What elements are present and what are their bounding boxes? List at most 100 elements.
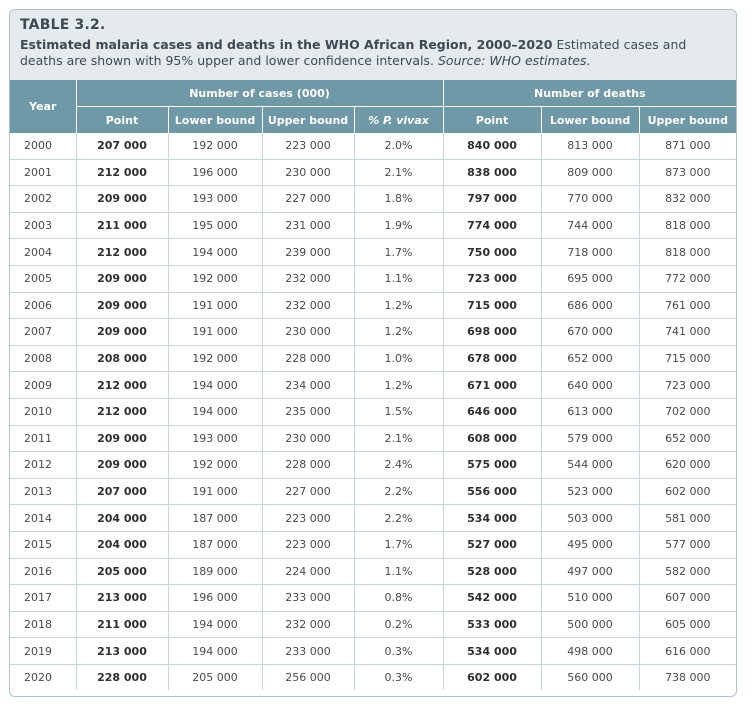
header-death-upper: Upper bound [639, 106, 736, 133]
case-upper-cell: 232 000 [262, 611, 355, 639]
table-label: TABLE 3.2. [20, 17, 106, 33]
case-point-cell: 208 000 [76, 345, 169, 373]
death-lower-cell: 640 000 [541, 371, 640, 399]
case-upper-cell: 230 000 [262, 159, 355, 187]
case-point-cell: 211 000 [76, 212, 169, 240]
case-point-cell: 209 000 [76, 265, 169, 293]
table-row: 2004 212 000 194 000 239 000 1.7% 750 000 718 … [10, 238, 736, 266]
case-lower-cell: 196 000 [168, 159, 263, 187]
death-lower-cell: 718 000 [541, 238, 640, 266]
death-upper-cell: 607 000 [639, 584, 736, 612]
death-upper-cell: 702 000 [639, 398, 736, 426]
case-lower-cell: 194 000 [168, 637, 263, 665]
death-point-cell: 838 000 [443, 159, 542, 187]
year-cell: 2011 [10, 425, 77, 453]
vivax-cell: 2.1% [354, 159, 444, 187]
death-point-cell: 528 000 [443, 558, 542, 586]
year-cell: 2001 [10, 159, 77, 187]
table-row: 2001 212 000 196 000 230 000 2.1% 838 000 809 … [10, 159, 736, 187]
case-lower-cell: 187 000 [168, 531, 263, 559]
case-lower-cell: 195 000 [168, 212, 263, 240]
header-case-upper: Upper bound [262, 106, 355, 133]
case-point-cell: 204 000 [76, 531, 169, 559]
death-point-cell: 678 000 [443, 345, 542, 373]
case-upper-cell: 231 000 [262, 212, 355, 240]
case-lower-cell: 192 000 [168, 265, 263, 293]
vivax-cell: 1.8% [354, 185, 444, 213]
year-cell: 2015 [10, 531, 77, 559]
year-cell: 2003 [10, 212, 77, 240]
death-lower-cell: 495 000 [541, 531, 640, 559]
death-point-cell: 698 000 [443, 318, 542, 346]
case-upper-cell: 223 000 [262, 531, 355, 559]
header-case-lower: Lower bound [168, 106, 263, 133]
case-point-cell: 213 000 [76, 584, 169, 612]
death-upper-cell: 761 000 [639, 292, 736, 320]
year-cell: 2002 [10, 185, 77, 213]
year-cell: 2014 [10, 504, 77, 532]
death-lower-cell: 813 000 [541, 133, 640, 160]
year-cell: 2010 [10, 398, 77, 426]
case-lower-cell: 194 000 [168, 398, 263, 426]
case-upper-cell: 232 000 [262, 292, 355, 320]
case-point-cell: 212 000 [76, 371, 169, 399]
vivax-cell: 1.7% [354, 238, 444, 266]
vivax-cell: 2.1% [354, 425, 444, 453]
case-upper-cell: 256 000 [262, 664, 355, 691]
death-point-cell: 534 000 [443, 504, 542, 532]
table-row: 2018 211 000 194 000 232 000 0.2% 533 000 500 … [10, 611, 736, 639]
death-upper-cell: 723 000 [639, 371, 736, 399]
case-lower-cell: 196 000 [168, 584, 263, 612]
year-cell: 2016 [10, 558, 77, 586]
case-point-cell: 204 000 [76, 504, 169, 532]
vivax-cell: 1.2% [354, 318, 444, 346]
table-row: 2005 209 000 192 000 232 000 1.1% 723 000 695 … [10, 265, 736, 293]
death-lower-cell: 523 000 [541, 478, 640, 506]
death-lower-cell: 560 000 [541, 664, 640, 691]
case-point-cell: 209 000 [76, 185, 169, 213]
vivax-cell: 2.2% [354, 504, 444, 532]
death-point-cell: 840 000 [443, 133, 542, 160]
table-row: 2015 204 000 187 000 223 000 1.7% 527 000 495 … [10, 531, 736, 559]
case-point-cell: 212 000 [76, 398, 169, 426]
header-case-point: Point [76, 106, 169, 133]
table-description: Estimated malaria cases and deaths in th… [20, 37, 726, 69]
year-cell: 2020 [10, 664, 77, 691]
vivax-cell: 1.1% [354, 265, 444, 293]
death-lower-cell: 686 000 [541, 292, 640, 320]
death-upper-cell: 871 000 [639, 133, 736, 160]
vivax-cell: 1.9% [354, 212, 444, 240]
table-row: 2020 228 000 205 000 256 000 0.3% 602 000 560 … [10, 664, 736, 691]
case-upper-cell: 223 000 [262, 133, 355, 160]
malaria-table: Year Number of cases (000) Number of dea… [10, 80, 736, 691]
table-row: 2006 209 000 191 000 232 000 1.2% 715 000 686 … [10, 292, 736, 320]
table-row: 2017 213 000 196 000 233 000 0.8% 542 000 510 … [10, 584, 736, 612]
vivax-cell: 0.8% [354, 584, 444, 612]
year-cell: 2009 [10, 371, 77, 399]
year-cell: 2000 [10, 133, 77, 160]
case-upper-cell: 230 000 [262, 318, 355, 346]
death-point-cell: 527 000 [443, 531, 542, 559]
table-body: 2000 207 000 192 000 223 000 2.0% 840 000 813 … [10, 133, 736, 691]
table-row: 2010 212 000 194 000 235 000 1.5% 646 000 613 … [10, 398, 736, 426]
case-lower-cell: 192 000 [168, 133, 263, 160]
vivax-cell: 1.1% [354, 558, 444, 586]
case-lower-cell: 194 000 [168, 371, 263, 399]
table-row: 2002 209 000 193 000 227 000 1.8% 797 000 770 … [10, 185, 736, 213]
death-point-cell: 774 000 [443, 212, 542, 240]
case-upper-cell: 233 000 [262, 584, 355, 612]
death-point-cell: 533 000 [443, 611, 542, 639]
death-lower-cell: 809 000 [541, 159, 640, 187]
table-row: 2009 212 000 194 000 234 000 1.2% 671 000 640 … [10, 371, 736, 399]
year-cell: 2007 [10, 318, 77, 346]
vivax-cell: 1.2% [354, 371, 444, 399]
header-deaths-group: Number of deaths [443, 80, 736, 107]
table-row: 2014 204 000 187 000 223 000 2.2% 534 000 503 … [10, 504, 736, 532]
case-upper-cell: 234 000 [262, 371, 355, 399]
case-upper-cell: 235 000 [262, 398, 355, 426]
case-upper-cell: 232 000 [262, 265, 355, 293]
vivax-cell: 0.3% [354, 664, 444, 691]
year-cell: 2006 [10, 292, 77, 320]
death-upper-cell: 738 000 [665, 671, 711, 685]
case-upper-cell: 228 000 [262, 345, 355, 373]
